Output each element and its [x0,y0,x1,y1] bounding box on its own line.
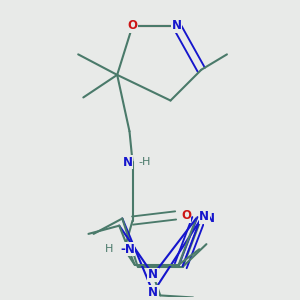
Text: N: N [122,156,132,169]
Text: -H: -H [139,157,151,167]
Text: H: H [105,244,113,254]
Text: -N: -N [120,243,135,256]
Text: O: O [128,19,138,32]
Text: N: N [148,286,158,299]
Text: O: O [181,209,191,222]
Text: N: N [205,212,214,225]
Text: N: N [148,268,158,281]
Text: N: N [200,210,209,223]
Text: N: N [172,19,182,32]
